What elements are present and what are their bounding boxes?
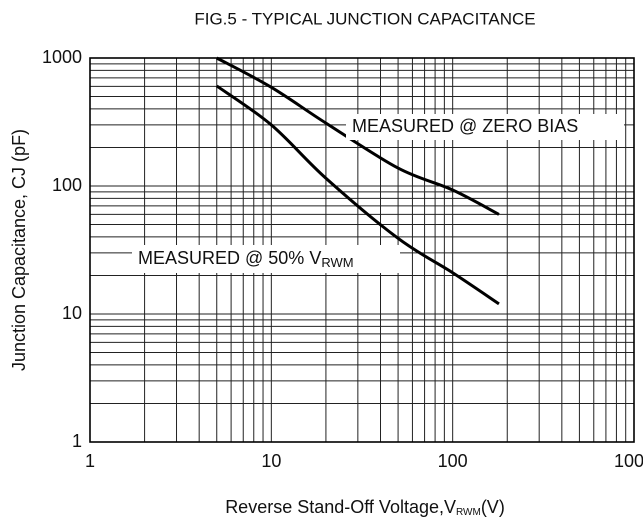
x-axis-label-unit: (V) xyxy=(481,497,505,517)
label-background xyxy=(132,245,400,273)
x-tick-label: 10 xyxy=(261,451,281,471)
series-label-text: MEASURED @ ZERO BIAS xyxy=(352,116,578,136)
y-tick-label: 100 xyxy=(52,175,82,195)
series-line xyxy=(216,56,500,216)
series-label: MEASURED @ ZERO BIAS xyxy=(352,116,578,136)
x-axis-label: Reverse Stand-Off Voltage,VRWM(V) xyxy=(225,497,505,518)
x-axis-label-sub: RWM xyxy=(456,507,481,518)
x-tick-label: 1000 xyxy=(614,451,643,471)
plot-frame xyxy=(89,57,635,443)
series-line xyxy=(215,84,500,306)
x-tick-label: 1 xyxy=(85,451,95,471)
series-label: MEASURED @ 50% VRWM xyxy=(138,248,354,271)
series-label-sub: RWM xyxy=(321,255,353,270)
y-tick-label: 1 xyxy=(72,431,82,451)
series-label-text: MEASURED @ 50% V xyxy=(138,248,321,268)
y-tick-label: 1000 xyxy=(42,47,82,67)
y-axis-label: Junction Capacitance, CJ (pF) xyxy=(9,129,29,371)
chart-title: FIG.5 - TYPICAL JUNCTION CAPACITANCE xyxy=(194,9,535,28)
label-background xyxy=(346,114,624,140)
x-tick-label: 100 xyxy=(438,451,468,471)
y-tick-label: 10 xyxy=(62,303,82,323)
x-axis-label-text: Reverse Stand-Off Voltage,V xyxy=(225,497,456,517)
